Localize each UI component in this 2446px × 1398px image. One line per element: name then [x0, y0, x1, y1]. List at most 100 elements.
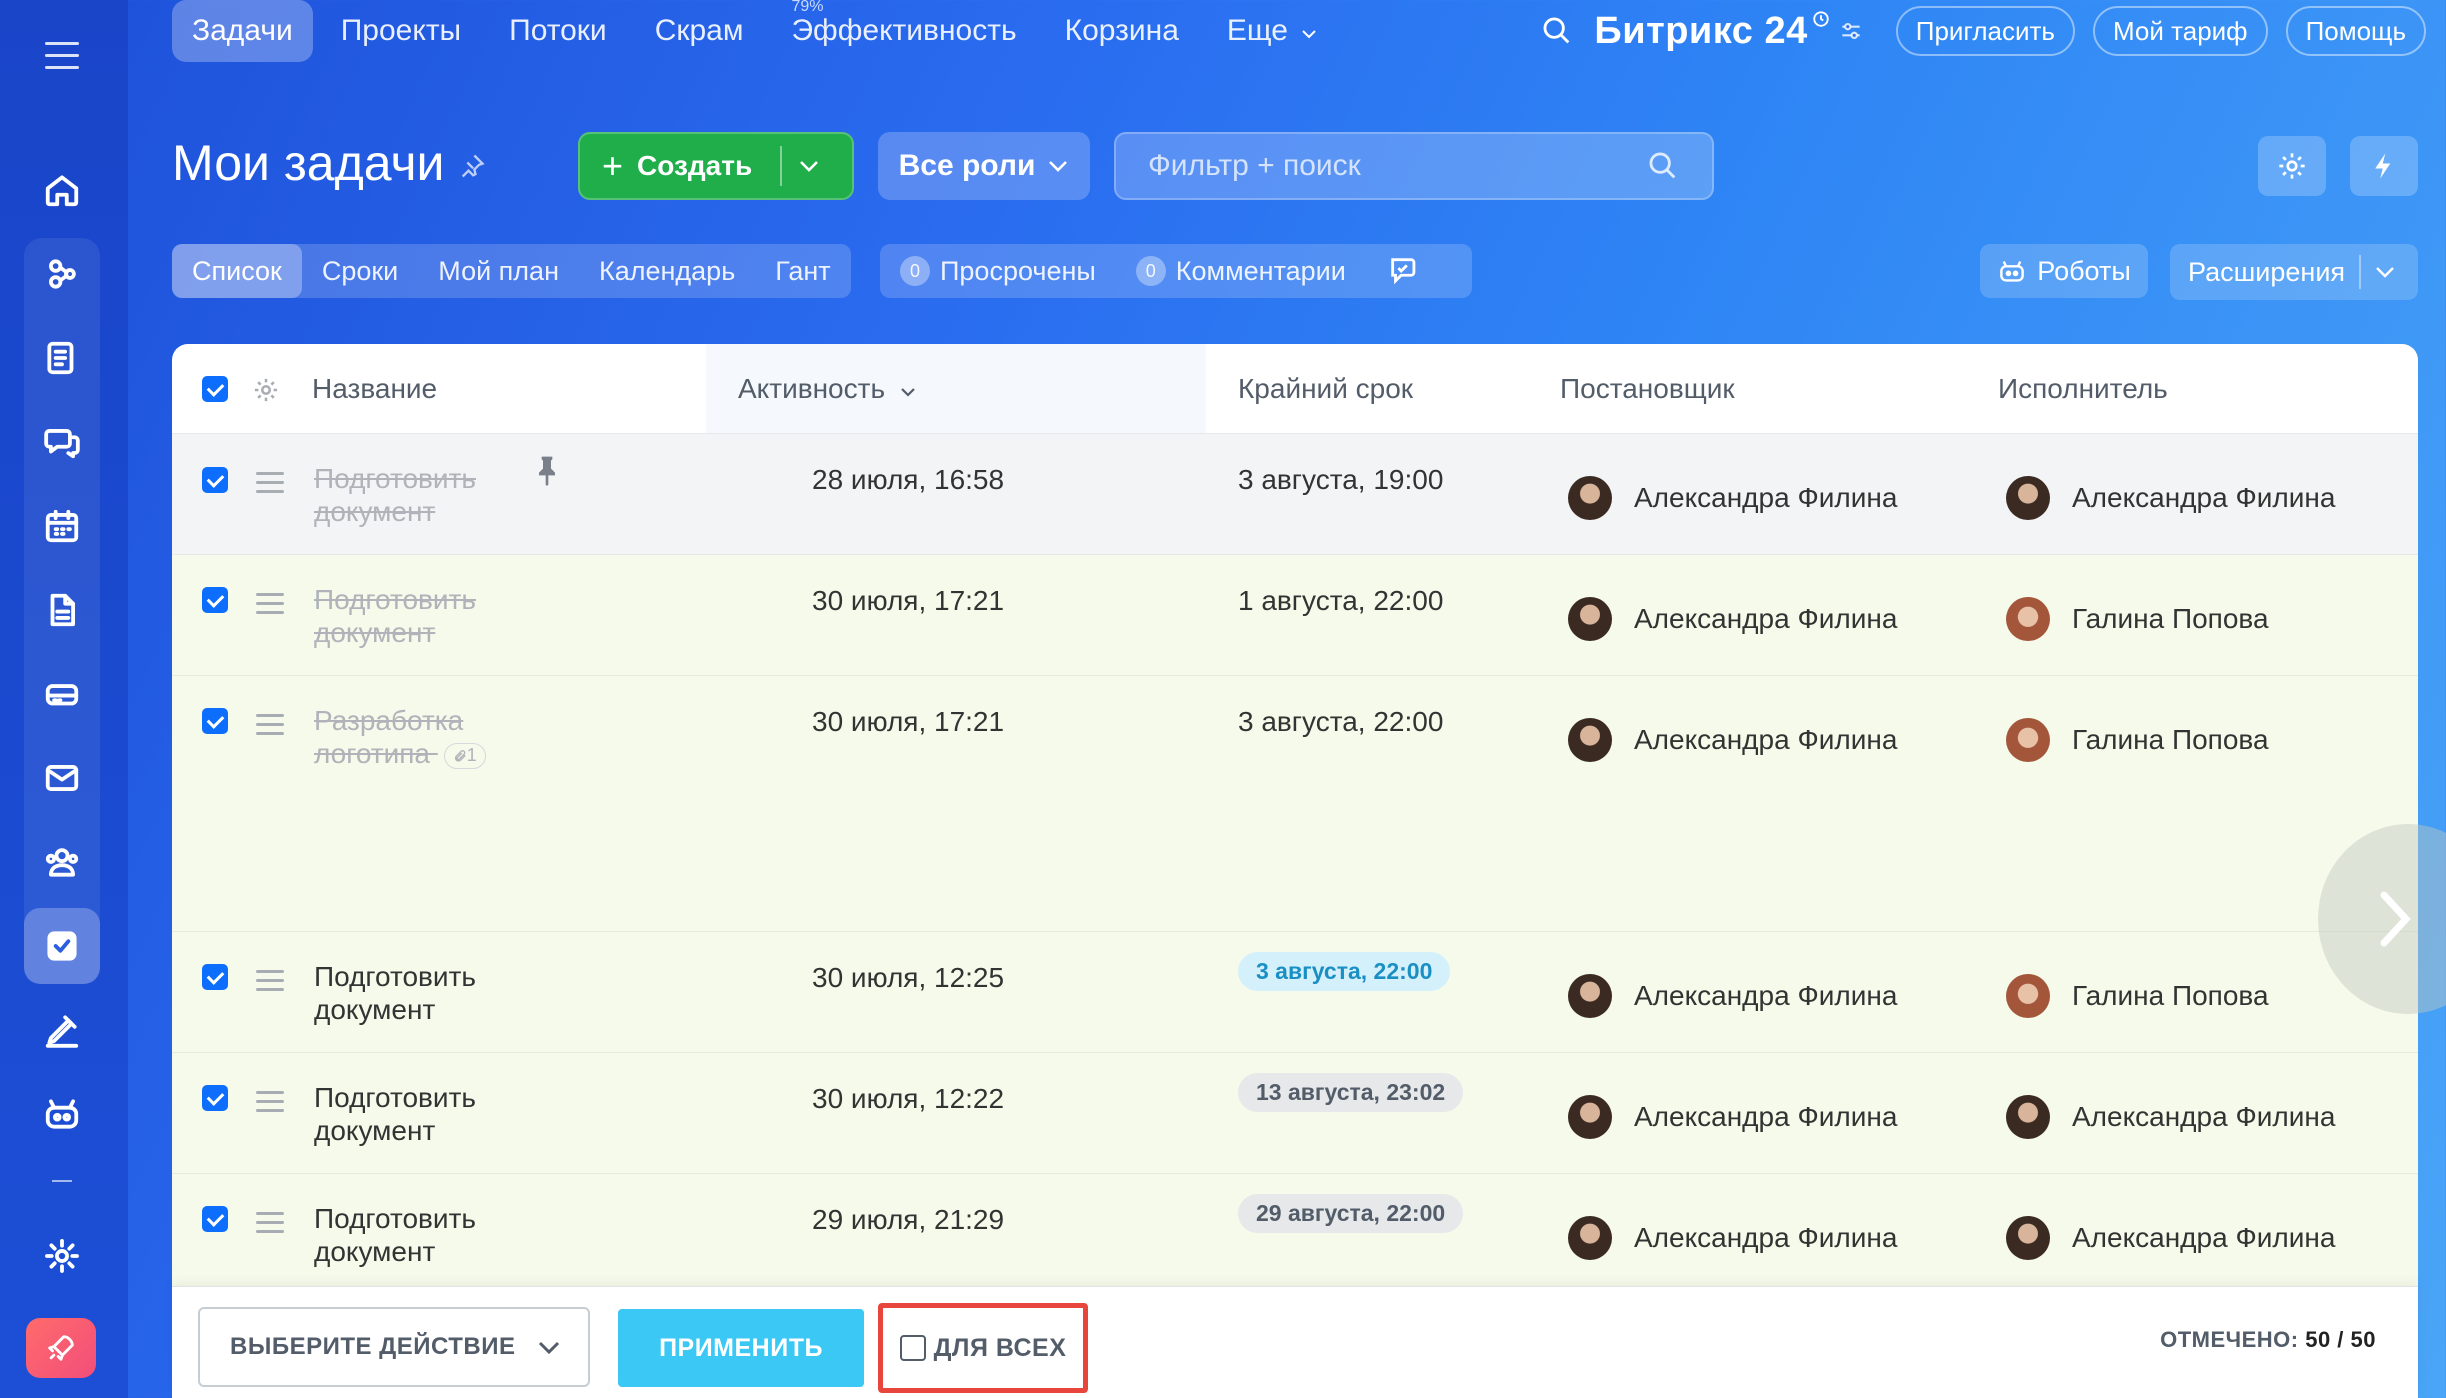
roles-dropdown[interactable]: Все роли	[878, 132, 1090, 200]
deadline-badge[interactable]: 3 августа, 22:00	[1238, 952, 1451, 991]
checkbox-box[interactable]	[899, 1335, 926, 1361]
task-title[interactable]: Подготовить документ	[314, 584, 476, 648]
column-creator[interactable]: Постановщик	[1560, 373, 1735, 404]
tariff-button[interactable]: Мой тариф	[2092, 6, 2268, 56]
row-checkbox[interactable]	[202, 1085, 228, 1111]
overdue-counter[interactable]: 0 Просрочены	[900, 256, 1096, 287]
creator[interactable]: Александра Филина	[1568, 1095, 1897, 1139]
deadline-badge[interactable]: 29 августа, 22:00	[1238, 1194, 1464, 1233]
deadline-date[interactable]: 3 августа, 19:00	[1238, 464, 1444, 495]
tasks-icon[interactable]	[24, 908, 100, 984]
drag-handle-icon[interactable]	[256, 970, 284, 997]
task-title[interactable]: Подготовить документ	[314, 463, 476, 527]
calendar-icon[interactable]	[24, 488, 100, 564]
deadline-badge[interactable]: 13 августа, 23:02	[1238, 1073, 1464, 1112]
robots-button[interactable]: Роботы	[1980, 244, 2148, 298]
comments-counter[interactable]: 0 Комментарии	[1135, 256, 1346, 287]
table-row[interactable]: Подготовить документ 30 июля, 12:25 3 ав…	[172, 932, 2418, 1053]
pin-icon[interactable]	[536, 454, 558, 486]
invite-button[interactable]: Пригласить	[1895, 6, 2075, 56]
creator[interactable]: Александра Филина	[1568, 974, 1897, 1018]
deadline-date[interactable]: 3 августа, 22:00	[1238, 706, 1444, 737]
view-list[interactable]: Список	[172, 244, 302, 298]
view-deadlines[interactable]: Сроки	[321, 256, 399, 286]
filter-search[interactable]	[1114, 132, 1714, 200]
view-gantt[interactable]: Гант	[775, 256, 831, 286]
for-all-checkbox[interactable]: ДЛЯ ВСЕХ	[878, 1303, 1088, 1393]
table-row[interactable]: Подготовить документ 30 июля, 12:22 13 а…	[172, 1053, 2418, 1174]
row-checkbox[interactable]	[202, 964, 228, 990]
menu-icon[interactable]	[45, 42, 79, 78]
task-title[interactable]: Подготовить документ	[314, 961, 476, 1025]
column-deadline[interactable]: Крайний срок	[1238, 373, 1414, 404]
deadline-date[interactable]: 1 августа, 22:00	[1238, 585, 1444, 616]
row-checkbox[interactable]	[202, 1206, 228, 1232]
task-title[interactable]: Подготовить документ	[314, 1203, 476, 1267]
brand-logo[interactable]: Битрикс 24	[1594, 9, 1808, 52]
read-all-icon[interactable]	[1386, 254, 1422, 288]
home-icon[interactable]	[24, 152, 100, 228]
bot-icon[interactable]	[24, 1076, 100, 1152]
chat-icon[interactable]	[24, 404, 100, 480]
tab-scrum[interactable]: Скрам	[654, 14, 744, 47]
sliders-icon[interactable]	[1838, 18, 1864, 44]
drag-handle-icon[interactable]	[256, 1091, 284, 1118]
create-button[interactable]: + Создать	[578, 132, 854, 200]
chevron-down-icon[interactable]	[798, 159, 820, 173]
view-calendar[interactable]: Календарь	[598, 256, 736, 286]
tab-projects[interactable]: Проекты	[340, 14, 462, 47]
select-all-checkbox[interactable]	[202, 376, 228, 402]
creator[interactable]: Александра Филина	[1568, 597, 1897, 641]
responsible[interactable]: Александра Филина	[2006, 1216, 2335, 1260]
creator[interactable]: Александра Филина	[1568, 1216, 1897, 1260]
drag-handle-icon[interactable]	[256, 714, 284, 741]
responsible[interactable]: Галина Попова	[2006, 597, 2269, 641]
row-checkbox[interactable]	[202, 708, 228, 734]
table-row[interactable]: Подготовить документ 30 июля, 17:21 1 ав…	[172, 555, 2418, 676]
row-checkbox[interactable]	[202, 587, 228, 613]
feed-icon[interactable]	[24, 320, 100, 396]
settings-button[interactable]	[2258, 136, 2326, 196]
row-checkbox[interactable]	[202, 467, 228, 493]
drag-handle-icon[interactable]	[256, 593, 284, 620]
attachments-badge[interactable]: 1	[443, 742, 486, 769]
crm-icon[interactable]	[24, 236, 100, 312]
sign-icon[interactable]	[24, 992, 100, 1068]
table-row[interactable]: Подготовить документ 29 июля, 21:29 29 а…	[172, 1174, 2418, 1295]
drag-handle-icon[interactable]	[256, 1212, 284, 1239]
employees-icon[interactable]	[24, 824, 100, 900]
chevron-down-icon[interactable]	[2375, 266, 2395, 278]
apply-button[interactable]: ПРИМЕНИТЬ	[618, 1309, 864, 1387]
column-responsible[interactable]: Исполнитель	[1998, 373, 2168, 404]
table-row[interactable]: Подготовить документ 28 июля, 16:58 3 ав…	[172, 434, 2418, 555]
settings-icon[interactable]	[24, 1218, 100, 1294]
responsible[interactable]: Александра Филина	[2006, 1095, 2335, 1139]
drag-handle-icon[interactable]	[256, 472, 284, 499]
search-icon[interactable]	[1540, 14, 1574, 48]
responsible[interactable]: Александра Филина	[2006, 476, 2335, 520]
task-title[interactable]: Подготовить документ	[314, 1082, 476, 1146]
action-select[interactable]: ВЫБЕРИТЕ ДЕЙСТВИЕ	[198, 1307, 590, 1387]
gear-icon[interactable]	[252, 376, 280, 404]
column-activity[interactable]: Активность	[738, 344, 917, 434]
pin-icon[interactable]	[458, 152, 486, 180]
column-name[interactable]: Название	[312, 373, 438, 404]
tab-tasks[interactable]: Задачи	[172, 0, 313, 62]
tab-trash[interactable]: Корзина	[1064, 14, 1179, 47]
drive-icon[interactable]	[24, 656, 100, 732]
search-input[interactable]	[1148, 149, 1646, 183]
tab-flows[interactable]: Потоки	[509, 14, 607, 47]
view-my-plan[interactable]: Мой план	[438, 256, 559, 286]
documents-icon[interactable]	[24, 572, 100, 648]
table-row[interactable]: Разработка логотипа 1 30 июля, 17:21 3 а…	[172, 676, 2418, 932]
creator[interactable]: Александра Филина	[1568, 476, 1897, 520]
tab-efficiency[interactable]: 79% Эффективность	[771, 0, 1036, 62]
tab-more[interactable]: Еще	[1207, 0, 1338, 62]
task-title[interactable]: Разработка логотипа 1	[314, 704, 554, 770]
responsible[interactable]: Галина Попова	[2006, 974, 2269, 1018]
search-icon[interactable]	[1646, 149, 1680, 183]
rocket-icon[interactable]	[26, 1318, 96, 1378]
help-button[interactable]: Помощь	[2285, 6, 2426, 56]
mail-icon[interactable]	[24, 740, 100, 816]
automation-button[interactable]	[2350, 136, 2418, 196]
